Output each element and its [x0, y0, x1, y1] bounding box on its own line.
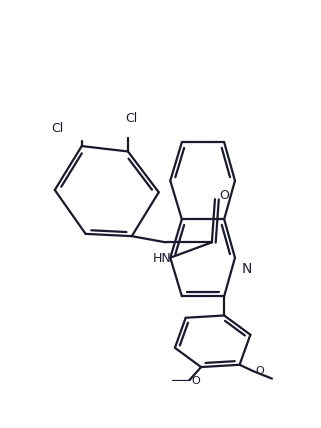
Text: Cl: Cl — [126, 112, 138, 125]
Text: HN: HN — [153, 252, 172, 265]
Text: O: O — [220, 189, 230, 202]
Text: O: O — [256, 366, 265, 376]
Text: N: N — [241, 262, 251, 276]
Text: Cl: Cl — [51, 122, 63, 134]
Text: O: O — [192, 376, 201, 386]
